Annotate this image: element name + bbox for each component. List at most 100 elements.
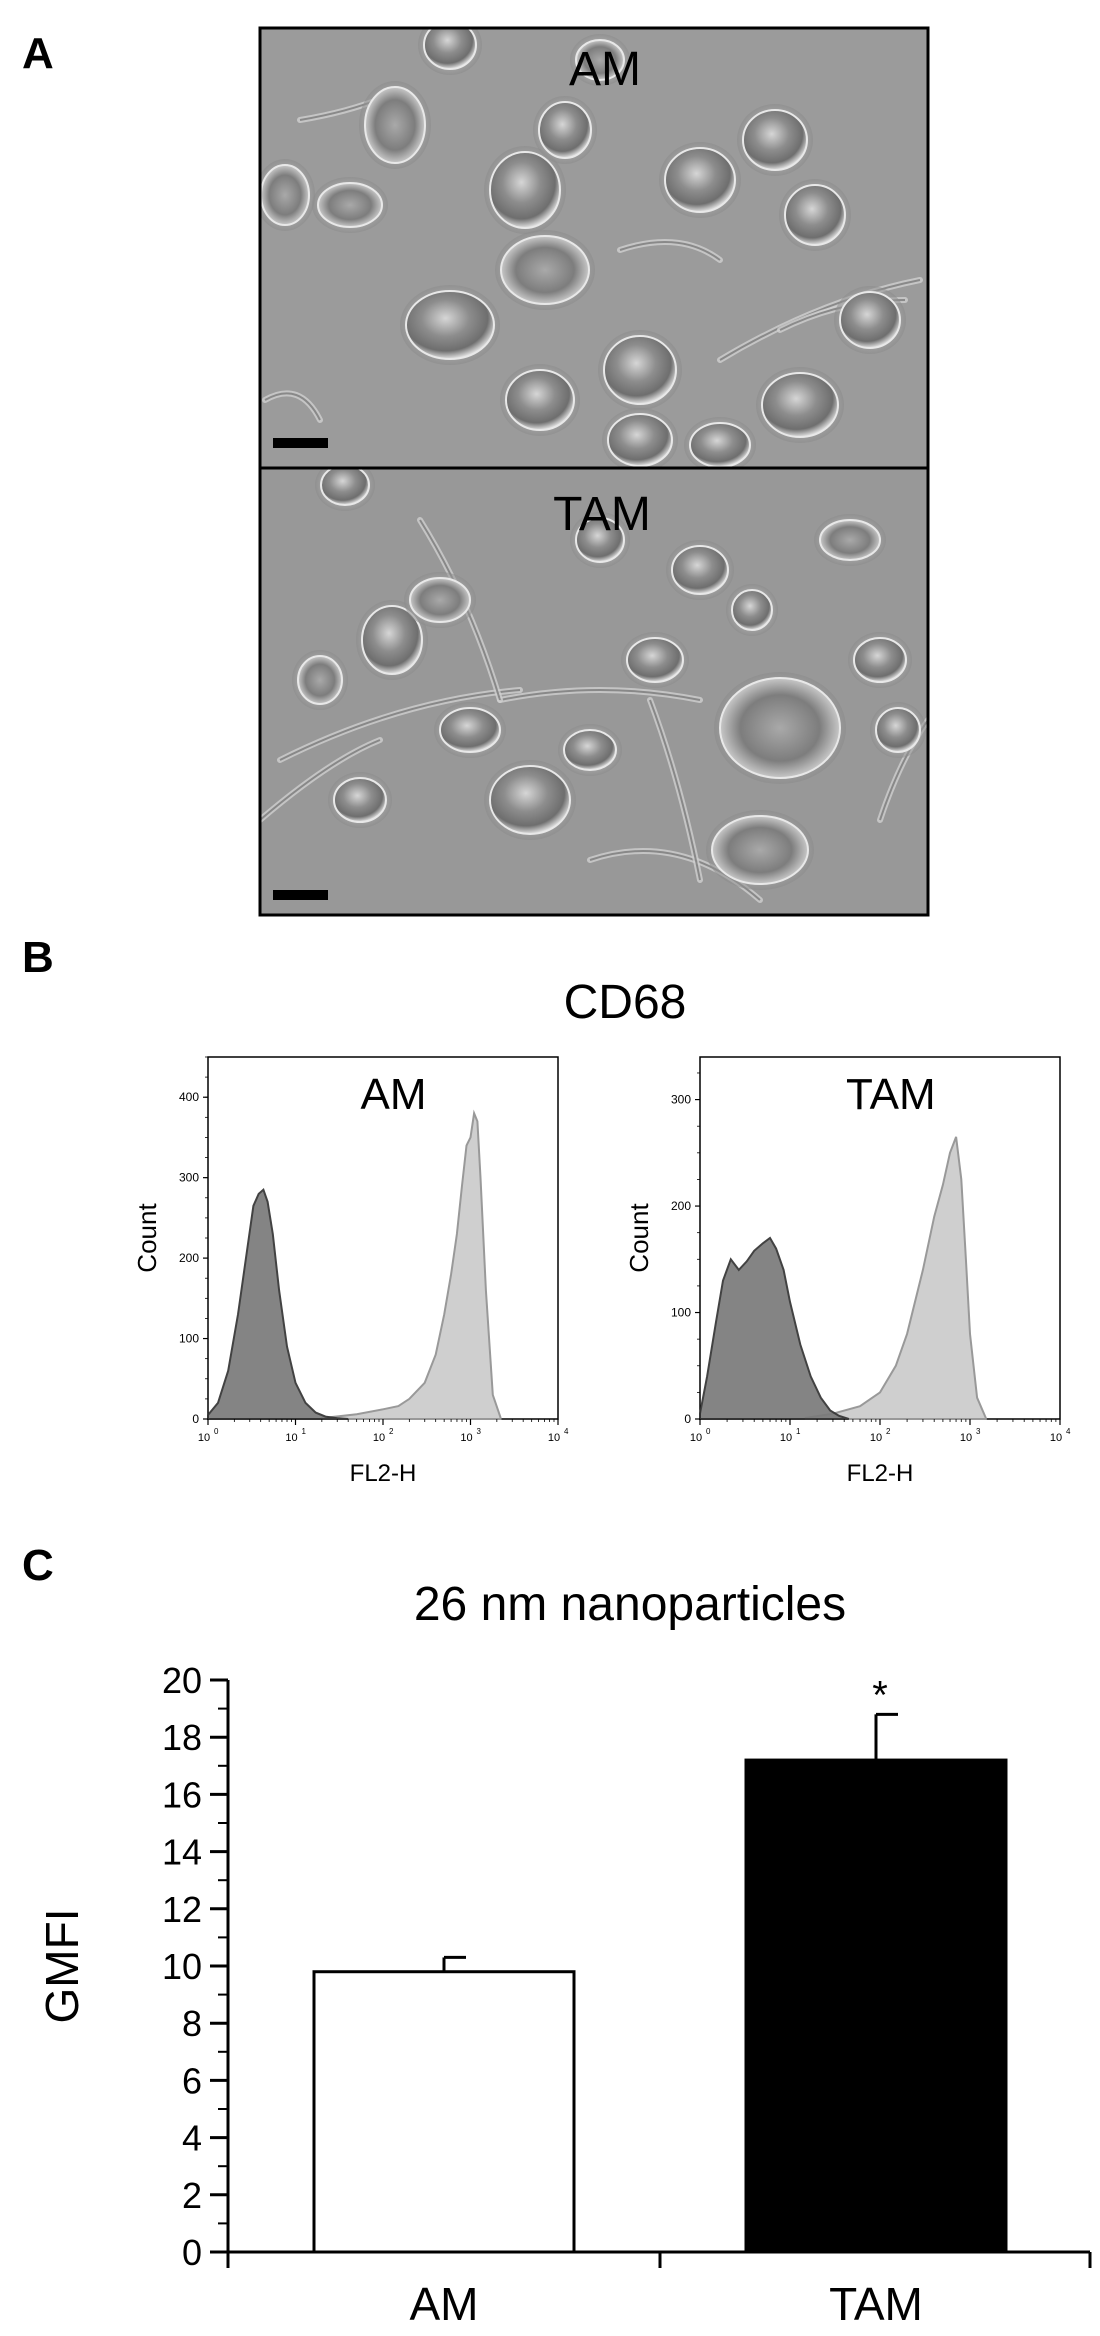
significance-marker: * xyxy=(872,1673,888,1717)
cell-process-edge xyxy=(260,739,381,821)
cell xyxy=(711,815,809,885)
x-tick-label: 10 xyxy=(780,1432,792,1444)
x-tick-label: 10 xyxy=(690,1432,702,1444)
micrograph-tam xyxy=(260,468,928,915)
cell xyxy=(364,86,426,164)
cell xyxy=(320,468,370,506)
x-tick-label: 10 xyxy=(1050,1432,1062,1444)
histogram-series-cd68 xyxy=(804,1136,987,1420)
cell xyxy=(719,677,841,779)
y-tick-label: 200 xyxy=(671,1199,691,1213)
cell xyxy=(260,164,310,226)
y-tick-label: 8 xyxy=(182,2003,202,2044)
y-tick-label: 0 xyxy=(182,2232,202,2273)
cell xyxy=(839,291,901,349)
y-tick-label: 0 xyxy=(684,1412,691,1426)
x-tick-label: 10 xyxy=(285,1432,297,1444)
chart-title: 26 nm nanoparticles xyxy=(414,1578,846,1631)
panel-c-letter: C xyxy=(22,1541,54,1590)
x-tick-exponent: 1 xyxy=(302,1427,307,1436)
micrograph-tam-label: TAM xyxy=(553,488,651,541)
cell xyxy=(626,637,684,683)
cell xyxy=(853,637,907,683)
micrograph-am-label: AM xyxy=(569,43,641,96)
y-tick-label: 4 xyxy=(182,2118,202,2159)
x-axis-label: FL2-H xyxy=(847,1460,914,1487)
scale-bar-am xyxy=(273,438,328,448)
x-tick-label: AM xyxy=(410,2278,479,2330)
x-tick-exponent: 4 xyxy=(1066,1427,1071,1436)
histogram-label: AM xyxy=(361,1070,427,1119)
x-tick-exponent: 2 xyxy=(886,1427,891,1436)
cell xyxy=(500,235,590,305)
bar-chart-gmfi: 26 nm nanoparticles 0 2 4 6 8 10 12 14 16 18 20 GMFI… xyxy=(36,1578,1092,2330)
x-tick-label: 10 xyxy=(460,1432,472,1444)
bar-tam xyxy=(744,1758,1008,2254)
y-tick-label: 100 xyxy=(179,1332,199,1346)
cell xyxy=(671,545,729,595)
cell xyxy=(423,28,477,70)
y-tick-label: 20 xyxy=(162,1660,202,1701)
x-tick-exponent: 2 xyxy=(389,1427,394,1436)
cell xyxy=(538,101,592,159)
cell xyxy=(575,39,625,81)
x-tick-label: TAM xyxy=(829,2278,923,2330)
y-axis-label: Count xyxy=(132,1203,162,1273)
y-tick-label: 14 xyxy=(162,1832,202,1873)
cell xyxy=(784,184,846,246)
cell xyxy=(742,109,808,171)
cell xyxy=(505,369,575,431)
cell-process-edge xyxy=(264,392,321,421)
cell xyxy=(489,151,561,229)
micrograph-tam-frame xyxy=(258,466,930,917)
cell xyxy=(664,147,736,213)
histogram-series-isotype xyxy=(207,1187,349,1420)
y-tick-label: 6 xyxy=(182,2060,202,2101)
cell xyxy=(819,519,881,561)
cell xyxy=(489,765,571,835)
y-tick-label: 300 xyxy=(179,1171,199,1185)
cell xyxy=(317,182,383,228)
scale-bar-tam xyxy=(273,890,328,900)
histogram-series-cd68 xyxy=(320,1109,502,1420)
y-axis-label: GMFI xyxy=(36,1909,88,2024)
y-tick-label: 400 xyxy=(179,1090,199,1104)
cell xyxy=(361,605,423,675)
y-tick-label: 200 xyxy=(179,1251,199,1265)
x-tick-label: 10 xyxy=(373,1432,385,1444)
y-tick-label: 18 xyxy=(162,1717,202,1758)
x-tick-label: 10 xyxy=(198,1432,210,1444)
cell xyxy=(603,335,677,405)
x-tick-exponent: 0 xyxy=(706,1427,711,1436)
micrograph-am xyxy=(260,28,928,468)
x-tick-exponent: 1 xyxy=(796,1427,801,1436)
y-tick-label: 12 xyxy=(162,1889,202,1930)
y-axis-label: Count xyxy=(624,1203,654,1273)
x-tick-exponent: 3 xyxy=(477,1427,482,1436)
cell xyxy=(607,413,673,467)
cell xyxy=(409,577,471,623)
y-tick-label: 300 xyxy=(671,1093,691,1107)
histogram-series-isotype xyxy=(699,1236,850,1420)
cell xyxy=(333,777,387,823)
x-axis-label: FL2-H xyxy=(350,1460,417,1487)
cell xyxy=(297,655,343,705)
y-tick-label: 10 xyxy=(162,1946,202,1987)
cell xyxy=(875,707,921,753)
panel-b-letter: B xyxy=(22,933,54,982)
x-tick-label: 10 xyxy=(870,1432,882,1444)
panel-a-letter: A xyxy=(22,29,54,78)
cell xyxy=(439,707,501,753)
histogram-label: TAM xyxy=(846,1070,936,1119)
cell-process-edge xyxy=(619,241,721,261)
bar-am xyxy=(312,1970,576,2254)
cell xyxy=(689,422,751,468)
cell-process-edge xyxy=(649,699,701,881)
cell xyxy=(575,517,625,563)
panel-b-title: CD68 xyxy=(564,976,687,1029)
cell xyxy=(563,729,617,771)
cell-process-edge xyxy=(279,689,521,761)
